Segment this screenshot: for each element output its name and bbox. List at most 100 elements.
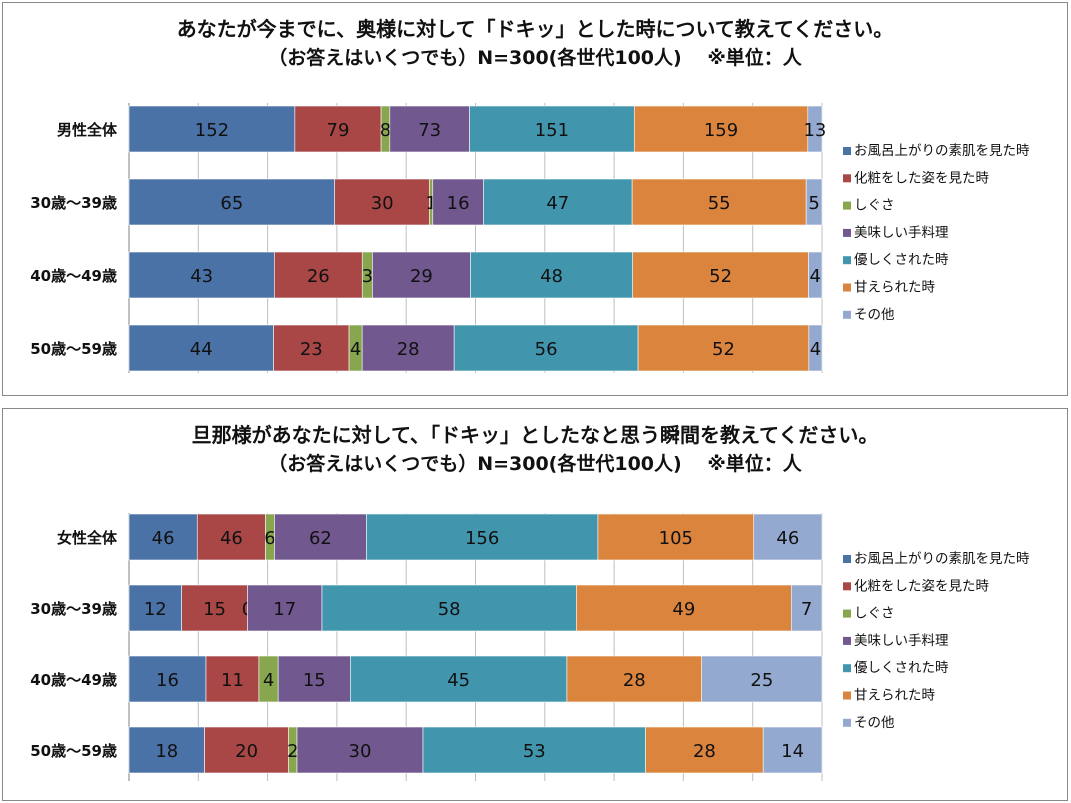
legend-swatch bbox=[843, 174, 851, 183]
data-label: 65 bbox=[220, 193, 243, 214]
category-label: 女性全体 bbox=[57, 529, 118, 547]
category-label: 50歳～59歳 bbox=[30, 340, 117, 358]
data-label: 73 bbox=[418, 120, 441, 141]
data-label: 156 bbox=[465, 528, 499, 549]
data-label: 62 bbox=[309, 528, 332, 549]
data-label: 20 bbox=[235, 741, 258, 762]
bar-segment bbox=[637, 324, 810, 372]
legend-label: 甘えられた時 bbox=[854, 280, 935, 296]
data-label: 2 bbox=[287, 741, 298, 762]
data-label: 52 bbox=[709, 266, 732, 287]
category-label: 男性全体 bbox=[57, 121, 118, 139]
category-label: 30歳～39歳 bbox=[30, 194, 117, 212]
category-label: 30歳～39歳 bbox=[30, 600, 117, 618]
legend-label: その他 bbox=[854, 307, 895, 323]
bar-segment bbox=[762, 726, 823, 774]
legend-swatch bbox=[843, 228, 851, 237]
chart-subtitle: （お答えはいくつでも）N=300(各世代100人) ※単位：人 bbox=[268, 453, 802, 475]
bar-segment bbox=[273, 324, 350, 372]
bar-segment bbox=[632, 251, 809, 299]
bar-segment bbox=[296, 726, 424, 774]
legend-label: しぐさ bbox=[854, 198, 895, 214]
legend-label: その他 bbox=[854, 715, 895, 731]
data-label: 18 bbox=[155, 741, 178, 762]
stacked-bar-chart-wife: 女性全体46466621561054630歳～39歳12150175849740… bbox=[30, 513, 1030, 781]
bar-segment bbox=[597, 513, 755, 561]
bar-segment bbox=[566, 655, 702, 703]
data-label: 28 bbox=[397, 339, 420, 360]
data-label: 1 bbox=[425, 193, 436, 214]
data-label: 28 bbox=[623, 670, 646, 691]
legend-swatch bbox=[843, 147, 851, 155]
chart-title: 旦那様があなたに対して、「ドキッ」としたなと思う瞬間を教えてください。 bbox=[191, 423, 879, 447]
data-label: 49 bbox=[672, 599, 695, 620]
chart-subtitle: （お答えはいくつでも）N=300(各世代100人) ※単位：人 bbox=[268, 47, 802, 69]
bar-segment bbox=[128, 726, 205, 774]
bar-segment bbox=[181, 584, 248, 632]
data-label: 55 bbox=[708, 193, 731, 214]
data-label: 14 bbox=[781, 741, 804, 762]
bar-segment bbox=[204, 726, 289, 774]
data-label: 159 bbox=[704, 120, 738, 141]
legend-label: しぐさ bbox=[854, 606, 895, 622]
legend-swatch bbox=[843, 691, 851, 700]
legend-swatch bbox=[843, 310, 851, 319]
chart-panel-wife: 旦那様があなたに対して、「ドキッ」としたなと思う瞬間を教えてください。 （お答え… bbox=[2, 408, 1068, 801]
bar-segment bbox=[274, 251, 363, 299]
bar-segment bbox=[366, 513, 599, 561]
legend-label: 美味しい手料理 bbox=[854, 633, 949, 649]
legend-label: 優しくされた時 bbox=[854, 660, 949, 676]
bar-segment bbox=[808, 251, 823, 299]
data-label: 46 bbox=[776, 528, 799, 549]
bar-segment bbox=[807, 105, 823, 153]
bar-segment bbox=[321, 584, 577, 632]
bar-segment bbox=[128, 513, 198, 561]
legend-swatch bbox=[843, 256, 851, 265]
bar-segment bbox=[469, 105, 635, 153]
data-label: 3 bbox=[362, 266, 373, 287]
data-label: 152 bbox=[195, 120, 229, 141]
data-label: 53 bbox=[523, 741, 546, 762]
legend-label: 優しくされた時 bbox=[854, 252, 949, 268]
bar-segment bbox=[633, 105, 809, 153]
bar-segment bbox=[361, 324, 455, 372]
legend-swatch bbox=[843, 718, 851, 727]
data-label: 48 bbox=[540, 266, 563, 287]
bar-segment bbox=[128, 251, 275, 299]
legend-swatch bbox=[843, 283, 851, 292]
data-label: 5 bbox=[808, 193, 819, 214]
bar-segment bbox=[576, 584, 792, 632]
legend-swatch bbox=[843, 201, 851, 210]
data-label: 25 bbox=[750, 670, 773, 691]
legend-swatch bbox=[843, 636, 851, 645]
data-label: 12 bbox=[144, 599, 167, 620]
category-label: 40歳～49歳 bbox=[30, 267, 117, 285]
bar-segment bbox=[645, 726, 764, 774]
data-label: 4 bbox=[263, 670, 274, 691]
legend-label: お風呂上がりの素肌を見た時 bbox=[854, 143, 1030, 159]
bar-segment bbox=[483, 178, 633, 226]
bar-segment bbox=[277, 655, 351, 703]
bar-segment bbox=[808, 324, 823, 372]
bar-segment bbox=[128, 178, 335, 226]
bar-segment bbox=[701, 655, 823, 703]
legend-label: お風呂上がりの素肌を見た時 bbox=[854, 551, 1030, 567]
data-label: 44 bbox=[190, 339, 213, 360]
bar-segment bbox=[453, 324, 639, 372]
data-label: 7 bbox=[801, 599, 812, 620]
data-label: 29 bbox=[410, 266, 433, 287]
data-label: 52 bbox=[712, 339, 735, 360]
data-label: 23 bbox=[300, 339, 323, 360]
data-label: 58 bbox=[438, 599, 461, 620]
data-label: 43 bbox=[190, 266, 213, 287]
bar-segment bbox=[128, 105, 296, 153]
data-label: 151 bbox=[535, 120, 569, 141]
bar-segment bbox=[631, 178, 807, 226]
data-label: 15 bbox=[203, 599, 226, 620]
bar-segment bbox=[350, 655, 568, 703]
data-label: 30 bbox=[349, 741, 372, 762]
data-label: 11 bbox=[221, 670, 244, 691]
data-label: 46 bbox=[220, 528, 243, 549]
bar-segment bbox=[128, 584, 182, 632]
legend-label: 化粧をした姿を見た時 bbox=[854, 170, 989, 186]
